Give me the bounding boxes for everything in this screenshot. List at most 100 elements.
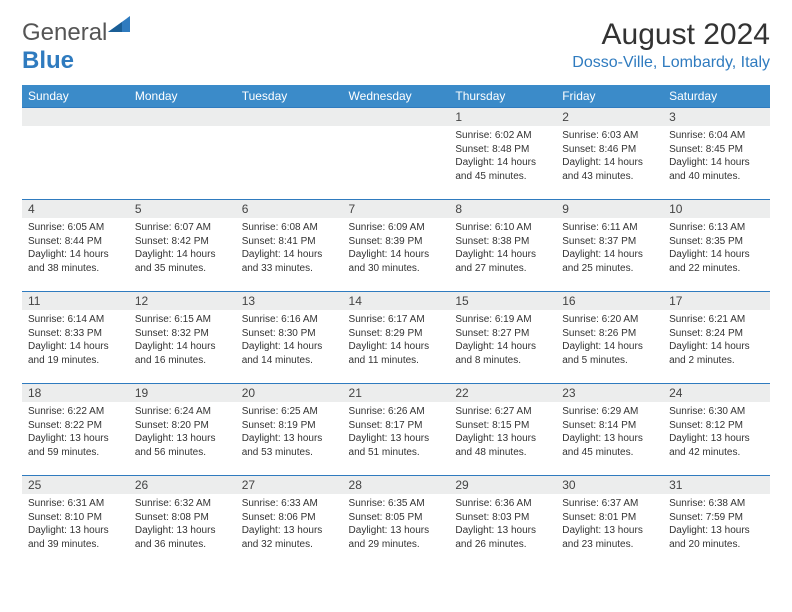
logo-word1: General [22, 19, 107, 46]
sunrise-text: Sunrise: 6:36 AM [455, 497, 550, 511]
sunset-text: Sunset: 8:14 PM [562, 419, 657, 433]
sunset-text: Sunset: 8:08 PM [135, 511, 230, 525]
sunrise-text: Sunrise: 6:17 AM [349, 313, 444, 327]
day-details: Sunrise: 6:25 AMSunset: 8:19 PMDaylight:… [236, 402, 343, 463]
sunset-text: Sunset: 8:35 PM [669, 235, 764, 249]
sunrise-text: Sunrise: 6:11 AM [562, 221, 657, 235]
daylight-text: Daylight: 14 hours and 43 minutes. [562, 156, 657, 183]
sunrise-text: Sunrise: 6:32 AM [135, 497, 230, 511]
sunrise-text: Sunrise: 6:16 AM [242, 313, 337, 327]
calendar-cell: 2Sunrise: 6:03 AMSunset: 8:46 PMDaylight… [556, 108, 663, 200]
sunrise-text: Sunrise: 6:07 AM [135, 221, 230, 235]
sunset-text: Sunset: 8:06 PM [242, 511, 337, 525]
sunset-text: Sunset: 8:38 PM [455, 235, 550, 249]
day-details: Sunrise: 6:15 AMSunset: 8:32 PMDaylight:… [129, 310, 236, 371]
daylight-text: Daylight: 13 hours and 32 minutes. [242, 524, 337, 551]
day-number: 3 [663, 108, 770, 126]
day-number [22, 108, 129, 126]
day-number: 21 [343, 384, 450, 402]
calendar-week: 11Sunrise: 6:14 AMSunset: 8:33 PMDayligh… [22, 292, 770, 384]
day-number: 19 [129, 384, 236, 402]
day-number: 4 [22, 200, 129, 218]
sunset-text: Sunset: 7:59 PM [669, 511, 764, 525]
sunset-text: Sunset: 8:01 PM [562, 511, 657, 525]
day-details: Sunrise: 6:36 AMSunset: 8:03 PMDaylight:… [449, 494, 556, 555]
day-details: Sunrise: 6:16 AMSunset: 8:30 PMDaylight:… [236, 310, 343, 371]
daylight-text: Daylight: 13 hours and 20 minutes. [669, 524, 764, 551]
day-number: 29 [449, 476, 556, 494]
day-number: 25 [22, 476, 129, 494]
day-details: Sunrise: 6:03 AMSunset: 8:46 PMDaylight:… [556, 126, 663, 187]
day-number: 6 [236, 200, 343, 218]
day-number [129, 108, 236, 126]
calendar-cell: 22Sunrise: 6:27 AMSunset: 8:15 PMDayligh… [449, 384, 556, 476]
sunrise-text: Sunrise: 6:22 AM [28, 405, 123, 419]
day-details: Sunrise: 6:07 AMSunset: 8:42 PMDaylight:… [129, 218, 236, 279]
sunset-text: Sunset: 8:24 PM [669, 327, 764, 341]
daylight-text: Daylight: 13 hours and 39 minutes. [28, 524, 123, 551]
day-details: Sunrise: 6:22 AMSunset: 8:22 PMDaylight:… [22, 402, 129, 463]
calendar-cell: 31Sunrise: 6:38 AMSunset: 7:59 PMDayligh… [663, 476, 770, 568]
sunrise-text: Sunrise: 6:25 AM [242, 405, 337, 419]
calendar-cell: 3Sunrise: 6:04 AMSunset: 8:45 PMDaylight… [663, 108, 770, 200]
sunrise-text: Sunrise: 6:30 AM [669, 405, 764, 419]
location: Dosso-Ville, Lombardy, Italy [572, 54, 770, 72]
daylight-text: Daylight: 14 hours and 40 minutes. [669, 156, 764, 183]
day-number: 26 [129, 476, 236, 494]
day-number [343, 108, 450, 126]
header: General Blue August 2024 Dosso-Ville, Lo… [22, 18, 770, 75]
logo-text: General Blue [22, 18, 130, 75]
daylight-text: Daylight: 13 hours and 53 minutes. [242, 432, 337, 459]
month-title: August 2024 [572, 18, 770, 52]
day-details: Sunrise: 6:31 AMSunset: 8:10 PMDaylight:… [22, 494, 129, 555]
logo-mark-icon [108, 15, 130, 42]
calendar-cell: 15Sunrise: 6:19 AMSunset: 8:27 PMDayligh… [449, 292, 556, 384]
sunset-text: Sunset: 8:19 PM [242, 419, 337, 433]
sunrise-text: Sunrise: 6:03 AM [562, 129, 657, 143]
calendar-cell: 13Sunrise: 6:16 AMSunset: 8:30 PMDayligh… [236, 292, 343, 384]
calendar-week: 1Sunrise: 6:02 AMSunset: 8:48 PMDaylight… [22, 108, 770, 200]
sunset-text: Sunset: 8:26 PM [562, 327, 657, 341]
sunset-text: Sunset: 8:42 PM [135, 235, 230, 249]
calendar-cell: 20Sunrise: 6:25 AMSunset: 8:19 PMDayligh… [236, 384, 343, 476]
day-details: Sunrise: 6:35 AMSunset: 8:05 PMDaylight:… [343, 494, 450, 555]
sunrise-text: Sunrise: 6:13 AM [669, 221, 764, 235]
calendar-week: 18Sunrise: 6:22 AMSunset: 8:22 PMDayligh… [22, 384, 770, 476]
sunset-text: Sunset: 8:30 PM [242, 327, 337, 341]
daylight-text: Daylight: 14 hours and 33 minutes. [242, 248, 337, 275]
day-details: Sunrise: 6:21 AMSunset: 8:24 PMDaylight:… [663, 310, 770, 371]
sunrise-text: Sunrise: 6:14 AM [28, 313, 123, 327]
daylight-text: Daylight: 13 hours and 36 minutes. [135, 524, 230, 551]
day-details: Sunrise: 6:04 AMSunset: 8:45 PMDaylight:… [663, 126, 770, 187]
day-details: Sunrise: 6:05 AMSunset: 8:44 PMDaylight:… [22, 218, 129, 279]
sunrise-text: Sunrise: 6:29 AM [562, 405, 657, 419]
sunset-text: Sunset: 8:05 PM [349, 511, 444, 525]
daylight-text: Daylight: 14 hours and 25 minutes. [562, 248, 657, 275]
sunrise-text: Sunrise: 6:20 AM [562, 313, 657, 327]
sunset-text: Sunset: 8:32 PM [135, 327, 230, 341]
daylight-text: Daylight: 14 hours and 11 minutes. [349, 340, 444, 367]
calendar-cell [22, 108, 129, 200]
calendar-cell: 29Sunrise: 6:36 AMSunset: 8:03 PMDayligh… [449, 476, 556, 568]
day-details: Sunrise: 6:02 AMSunset: 8:48 PMDaylight:… [449, 126, 556, 187]
day-header: Friday [556, 85, 663, 108]
daylight-text: Daylight: 13 hours and 26 minutes. [455, 524, 550, 551]
sunset-text: Sunset: 8:33 PM [28, 327, 123, 341]
calendar-week: 4Sunrise: 6:05 AMSunset: 8:44 PMDaylight… [22, 200, 770, 292]
day-header: Sunday [22, 85, 129, 108]
day-details: Sunrise: 6:29 AMSunset: 8:14 PMDaylight:… [556, 402, 663, 463]
calendar-cell: 12Sunrise: 6:15 AMSunset: 8:32 PMDayligh… [129, 292, 236, 384]
sunrise-text: Sunrise: 6:38 AM [669, 497, 764, 511]
calendar-cell: 14Sunrise: 6:17 AMSunset: 8:29 PMDayligh… [343, 292, 450, 384]
day-number: 13 [236, 292, 343, 310]
day-details [22, 126, 129, 186]
sunset-text: Sunset: 8:20 PM [135, 419, 230, 433]
day-details: Sunrise: 6:14 AMSunset: 8:33 PMDaylight:… [22, 310, 129, 371]
day-details: Sunrise: 6:32 AMSunset: 8:08 PMDaylight:… [129, 494, 236, 555]
sunrise-text: Sunrise: 6:05 AM [28, 221, 123, 235]
day-details: Sunrise: 6:33 AMSunset: 8:06 PMDaylight:… [236, 494, 343, 555]
sunrise-text: Sunrise: 6:15 AM [135, 313, 230, 327]
calendar-cell: 27Sunrise: 6:33 AMSunset: 8:06 PMDayligh… [236, 476, 343, 568]
day-number: 10 [663, 200, 770, 218]
sunrise-text: Sunrise: 6:08 AM [242, 221, 337, 235]
